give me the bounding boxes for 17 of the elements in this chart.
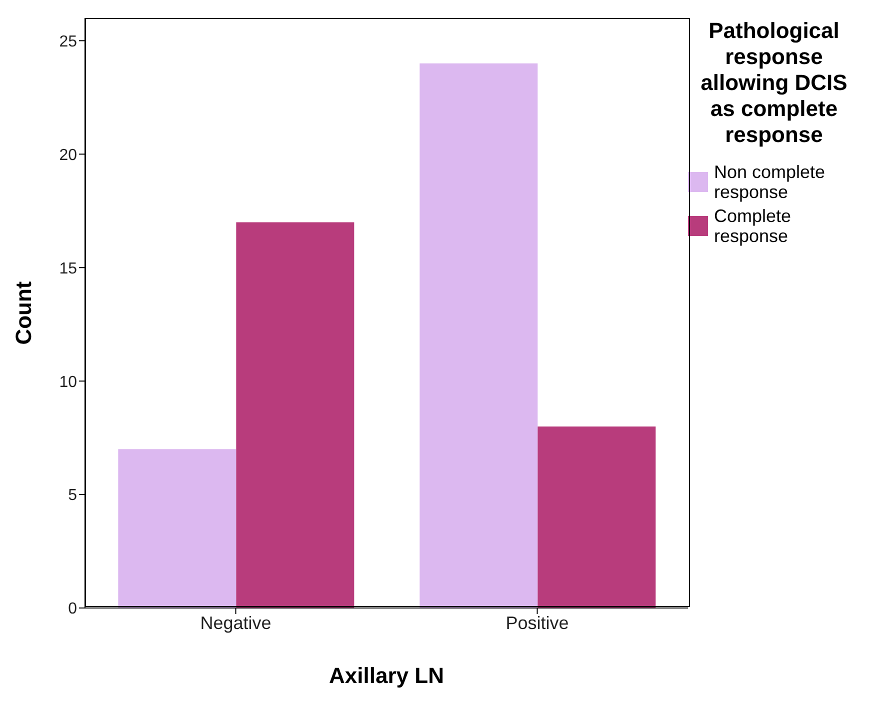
- x-tick-label: Negative: [200, 612, 272, 633]
- y-tick-label: 10: [59, 374, 78, 391]
- y-tick-label: 25: [59, 33, 78, 50]
- bar: [538, 426, 656, 608]
- legend-label: Complete response: [714, 206, 792, 246]
- legend-title: Pathological response allowing DCIS as complete response: [700, 18, 848, 148]
- y-tick-label: 20: [59, 146, 78, 164]
- y-tick-label: 15: [59, 260, 78, 278]
- y-axis-title: Count: [10, 280, 36, 345]
- bar: [236, 222, 354, 608]
- y-tick-label: 5: [68, 487, 78, 504]
- x-tick-label: Positive: [506, 612, 569, 633]
- x-axis-title: Axillary LN: [329, 663, 444, 688]
- bar: [420, 63, 538, 608]
- bar: [118, 449, 236, 608]
- legend-label: Non complete response: [714, 162, 826, 202]
- y-tick-label: 0: [68, 600, 78, 618]
